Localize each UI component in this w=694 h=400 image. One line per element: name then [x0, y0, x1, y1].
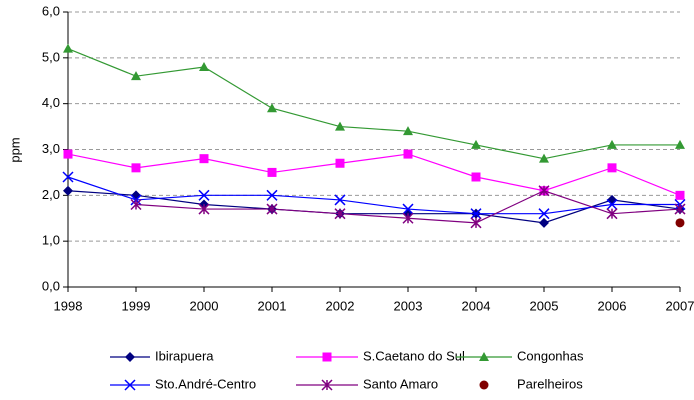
marker [403, 126, 413, 136]
legend-item: Ibirapuera [110, 348, 214, 363]
marker [198, 203, 210, 215]
marker [607, 163, 617, 173]
marker [539, 153, 549, 163]
legend-marker [479, 380, 489, 390]
marker [199, 154, 209, 164]
legend-item: Santo Amaro [296, 376, 438, 391]
y-tick-label: 3,0 [42, 141, 60, 156]
legend-item: Congonhas [456, 348, 584, 363]
series-line [67, 190, 681, 224]
marker [471, 172, 481, 182]
series-line [67, 176, 680, 215]
marker [675, 190, 685, 200]
marker [538, 208, 550, 220]
x-tick-label: 2001 [258, 298, 287, 313]
marker [266, 203, 278, 215]
marker [335, 158, 345, 168]
marker [470, 208, 482, 220]
y-tick-label: 0,0 [42, 278, 60, 293]
marker [607, 139, 617, 149]
legend-item: Sto.André-Centro [110, 376, 256, 391]
x-tick-label: 2000 [190, 298, 219, 313]
marker [675, 218, 685, 228]
marker [606, 208, 618, 220]
marker [131, 163, 141, 173]
x-tick-label: 1999 [122, 298, 151, 313]
marker [607, 194, 617, 205]
y-tick-label: 2,0 [42, 187, 60, 202]
legend-label: S.Caetano do Sul [363, 348, 465, 363]
legend-label: Santo Amaro [363, 376, 438, 391]
y-tick-label: 6,0 [42, 3, 60, 18]
legend-item: S.Caetano do Sul [296, 348, 465, 363]
marker [335, 121, 345, 131]
marker [675, 139, 685, 149]
series-line [67, 153, 681, 196]
legend-label: Congonhas [517, 348, 584, 363]
marker [402, 212, 414, 224]
marker [470, 217, 482, 229]
legend-marker [125, 352, 135, 362]
legend-item: Parelheiros [479, 376, 583, 391]
legend-label: Parelheiros [517, 376, 583, 391]
legend-marker [479, 352, 489, 361]
marker [471, 139, 481, 149]
legend-marker [321, 379, 333, 391]
marker [63, 43, 73, 53]
series-line [67, 48, 680, 160]
marker [267, 103, 277, 113]
y-tick-label: 1,0 [42, 233, 60, 248]
marker [131, 71, 141, 81]
y-axis-label: ppm [7, 137, 22, 162]
marker [267, 167, 277, 177]
marker [63, 149, 73, 159]
marker [334, 208, 346, 220]
marker [199, 62, 209, 71]
marker [63, 185, 73, 196]
x-tick-label: 2002 [326, 298, 355, 313]
marker [538, 185, 550, 197]
marker [334, 194, 346, 206]
marker [198, 189, 210, 201]
legend-label: Ibirapuera [155, 348, 214, 363]
marker [402, 203, 414, 215]
marker [539, 217, 549, 228]
x-tick-label: 2006 [598, 298, 627, 313]
legend-marker [124, 379, 136, 391]
x-tick-label: 2003 [394, 298, 423, 313]
y-tick-label: 4,0 [42, 95, 60, 110]
legend-label: Sto.André-Centro [155, 376, 256, 391]
marker [130, 198, 142, 211]
marker [674, 203, 686, 215]
x-tick-label: 2004 [462, 298, 491, 313]
marker [62, 171, 74, 183]
x-tick-label: 2005 [530, 298, 559, 313]
legend-marker [322, 352, 332, 362]
marker [606, 198, 618, 211]
marker [266, 189, 278, 201]
x-tick-label: 2007 [666, 298, 694, 313]
y-tick-label: 5,0 [42, 49, 60, 64]
x-tick-label: 1998 [54, 298, 83, 313]
marker [403, 149, 413, 159]
